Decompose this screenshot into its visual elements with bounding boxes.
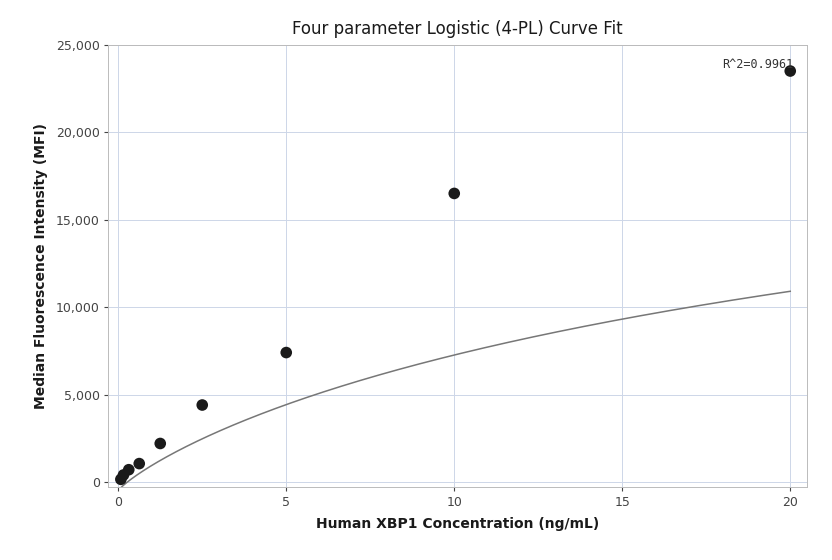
X-axis label: Human XBP1 Concentration (ng/mL): Human XBP1 Concentration (ng/mL)	[316, 517, 599, 531]
Point	[114, 475, 127, 484]
Point	[280, 348, 293, 357]
Point	[448, 189, 461, 198]
Point	[122, 465, 136, 474]
Point	[784, 67, 797, 76]
Point	[154, 439, 167, 448]
Title: Four parameter Logistic (4-PL) Curve Fit: Four parameter Logistic (4-PL) Curve Fit	[292, 20, 623, 38]
Y-axis label: Median Fluorescence Intensity (MFI): Median Fluorescence Intensity (MFI)	[33, 123, 47, 409]
Point	[132, 459, 146, 468]
Point	[116, 470, 130, 479]
Point	[196, 400, 209, 409]
Text: R^2=0.9961: R^2=0.9961	[722, 58, 793, 71]
